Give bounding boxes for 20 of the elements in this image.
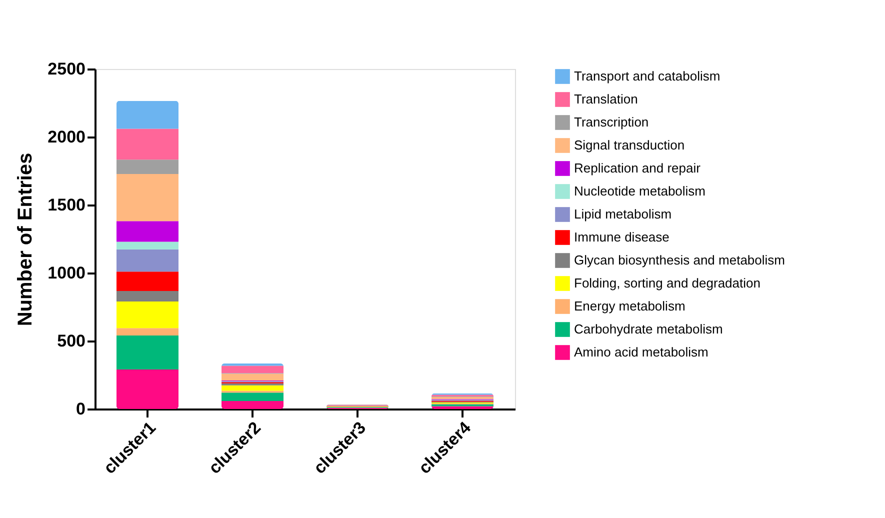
y-tick-label: 0: [76, 400, 86, 418]
y-tick-label: 500: [57, 332, 86, 350]
legend-label: Nucleotide metabolism: [574, 184, 706, 198]
legend-label: Lipid metabolism: [574, 206, 672, 222]
y-tick-label: 1000: [48, 264, 86, 282]
y-tick-label: 1500: [48, 196, 86, 214]
legend-label: Immune disease: [574, 230, 670, 244]
legend-label: Amino acid metabolism: [574, 344, 708, 360]
legend-label: Energy metabolism: [574, 298, 686, 314]
legend-label: Replication and repair: [574, 160, 702, 176]
legend-label: Signal transduction: [574, 138, 685, 152]
legend-label: Transcription: [574, 114, 649, 130]
legend-label: Glycan biosynthesis and metabolism: [574, 252, 785, 268]
y-axis-title: Number of Entries: [14, 152, 37, 326]
y-tick-label: 2500: [48, 60, 86, 78]
y-tick-label: 2000: [48, 128, 86, 146]
legend-label: Carbohydrate metabolism: [574, 322, 723, 336]
legend-label: Transport and catabolism: [574, 68, 720, 84]
legend-label: Translation: [574, 92, 638, 106]
legend-label: Folding, sorting and degradation: [574, 276, 760, 290]
